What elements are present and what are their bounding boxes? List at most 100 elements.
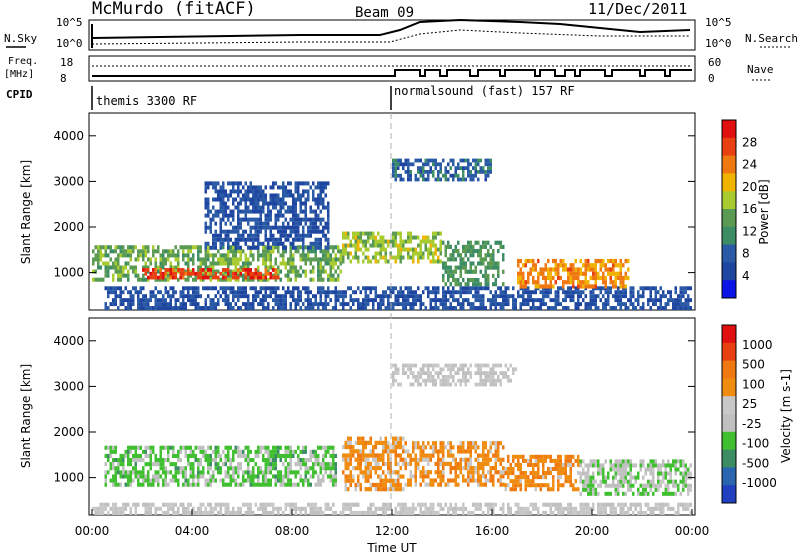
heatmap-cell [277, 286, 280, 290]
heatmap-cell [322, 454, 325, 458]
heatmap-cell [295, 249, 298, 253]
heatmap-cell [307, 483, 310, 487]
heatmap-cell [565, 455, 568, 459]
heatmap-cell [265, 507, 268, 511]
heatmap-cell [425, 248, 428, 252]
heatmap-cell [502, 253, 505, 257]
heatmap-cell [315, 511, 318, 515]
heatmap-cell [367, 259, 370, 263]
heatmap-cell [317, 193, 320, 197]
heatmap-cell [590, 488, 593, 492]
colorbar-tick-label: 12 [742, 224, 757, 238]
heatmap-cell [662, 463, 665, 467]
heatmap-cell [477, 170, 480, 174]
heatmap-cell [192, 470, 195, 474]
heatmap-cell [615, 306, 618, 310]
heatmap-cell [240, 218, 243, 222]
heatmap-cell [177, 483, 180, 487]
heatmap-cell [145, 503, 148, 507]
heatmap-cell [292, 298, 295, 302]
heatmap-cell [222, 197, 225, 201]
heatmap-cell [270, 286, 273, 290]
heatmap-cell [295, 238, 298, 242]
heatmap-cell [470, 174, 473, 178]
heatmap-cell [490, 306, 493, 310]
heatmap-cell [215, 450, 218, 454]
heatmap-cell [487, 507, 490, 511]
heatmap-cell [252, 234, 255, 238]
heatmap-cell [385, 462, 388, 466]
heatmap-cell [105, 286, 108, 290]
heatmap-cell [97, 257, 100, 261]
heatmap-cell [427, 511, 430, 515]
heatmap-cell [155, 458, 158, 462]
heatmap-cell [440, 470, 443, 474]
heatmap-cell [305, 511, 308, 515]
heatmap-cell [200, 306, 203, 310]
heatmap-cell [547, 455, 550, 459]
heatmap-cell [127, 298, 130, 302]
heatmap-cell [272, 458, 275, 462]
heatmap-cell [625, 284, 628, 288]
heatmap-cell [325, 507, 328, 511]
heatmap-cell [297, 286, 300, 290]
heatmap-cell [460, 294, 463, 298]
heatmap-cell [460, 507, 463, 511]
heatmap-cell [187, 278, 190, 282]
heatmap-cell [380, 474, 383, 478]
heatmap-cell [220, 238, 223, 242]
heatmap-cell [365, 302, 368, 306]
heatmap-cell [377, 294, 380, 298]
heatmap-cell [442, 302, 445, 306]
heatmap-cell [370, 437, 373, 441]
heatmap-cell [222, 230, 225, 234]
heatmap-cell [262, 458, 265, 462]
heatmap-cell [580, 503, 583, 507]
heatmap-cell [605, 263, 608, 267]
heatmap-cell [685, 302, 688, 306]
heatmap-cell [262, 503, 265, 507]
heatmap-cell [125, 503, 128, 507]
heatmap-cell [577, 284, 580, 288]
heatmap-cell [472, 278, 475, 282]
heatmap-cell [340, 294, 343, 298]
heatmap-cell [105, 302, 108, 306]
heatmap-cell [187, 458, 190, 462]
heatmap-cell [385, 483, 388, 487]
heatmap-cell [245, 294, 248, 298]
heatmap-cell [457, 445, 460, 449]
heatmap-cell [445, 178, 448, 182]
heatmap-cell [315, 458, 318, 462]
heatmap-cell [97, 278, 100, 282]
heatmap-cell [240, 234, 243, 238]
heatmap-cell [427, 470, 430, 474]
heatmap-cell [222, 253, 225, 257]
heatmap-cell [362, 470, 365, 474]
heatmap-cell [252, 298, 255, 302]
heatmap-cell [472, 249, 475, 253]
heatmap-cell [512, 455, 515, 459]
heatmap-cell [217, 270, 220, 274]
heatmap-cell [232, 230, 235, 234]
heatmap-cell [160, 261, 163, 265]
heatmap-cell [235, 189, 238, 193]
heatmap-cell [545, 503, 548, 507]
heatmap-cell [297, 189, 300, 193]
heatmap-cell [317, 479, 320, 483]
heatmap-cell [97, 266, 100, 270]
heatmap-cell [335, 470, 338, 474]
heatmap-cell [245, 446, 248, 450]
heatmap-cell [460, 253, 463, 257]
heatmap-cell [452, 294, 455, 298]
heatmap-cell [345, 487, 348, 491]
heatmap-cell [467, 458, 470, 462]
heatmap-cell [215, 222, 218, 226]
heatmap-cell [362, 252, 365, 256]
heatmap-cell [280, 302, 283, 306]
heatmap-cell [97, 507, 100, 511]
heatmap-cell [395, 371, 398, 375]
heatmap-cell [410, 483, 413, 487]
heatmap-cell [362, 259, 365, 263]
heatmap-cell [120, 294, 123, 298]
heatmap-cell [442, 507, 445, 511]
